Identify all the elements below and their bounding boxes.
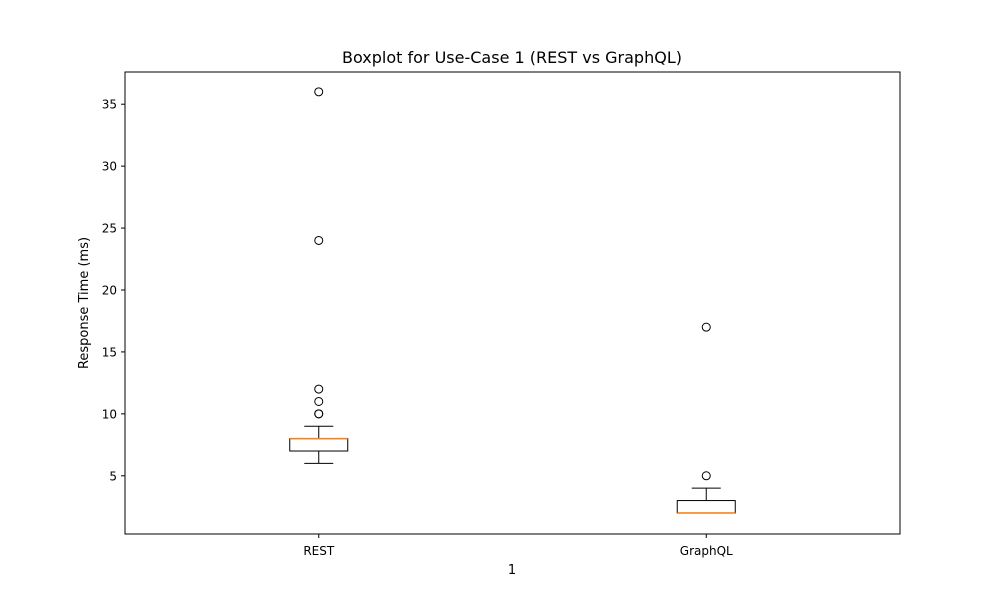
outlier-point: [314, 87, 324, 97]
outlier-point: [314, 409, 324, 419]
x-axis-label: 1: [508, 563, 516, 578]
outlier-point: [314, 396, 324, 406]
y-tick-label: 15: [102, 345, 117, 359]
outlier-point: [314, 235, 324, 245]
x-tick-label: REST: [303, 544, 335, 558]
outlier-point: [701, 322, 711, 332]
y-tick-label: 10: [102, 407, 117, 421]
iqr-box: [676, 500, 736, 514]
y-tick-label: 25: [102, 222, 117, 236]
outlier-point: [314, 384, 324, 394]
chart-title: Boxplot for Use-Case 1 (REST vs GraphQL): [342, 48, 682, 67]
plot-frame: [124, 71, 901, 535]
iqr-box: [289, 438, 349, 452]
box-rest: [289, 87, 349, 464]
plot-area: [289, 87, 736, 514]
y-tick-label: 35: [102, 98, 117, 112]
y-tick-label: 30: [102, 160, 117, 174]
outlier-point: [701, 471, 711, 481]
y-axis-label: Response Time (ms): [77, 237, 92, 369]
x-tick-label: GraphQL: [680, 544, 733, 558]
box-graphql: [676, 322, 736, 514]
y-tick-label: 5: [109, 469, 117, 483]
y-tick-label: 20: [102, 283, 117, 297]
